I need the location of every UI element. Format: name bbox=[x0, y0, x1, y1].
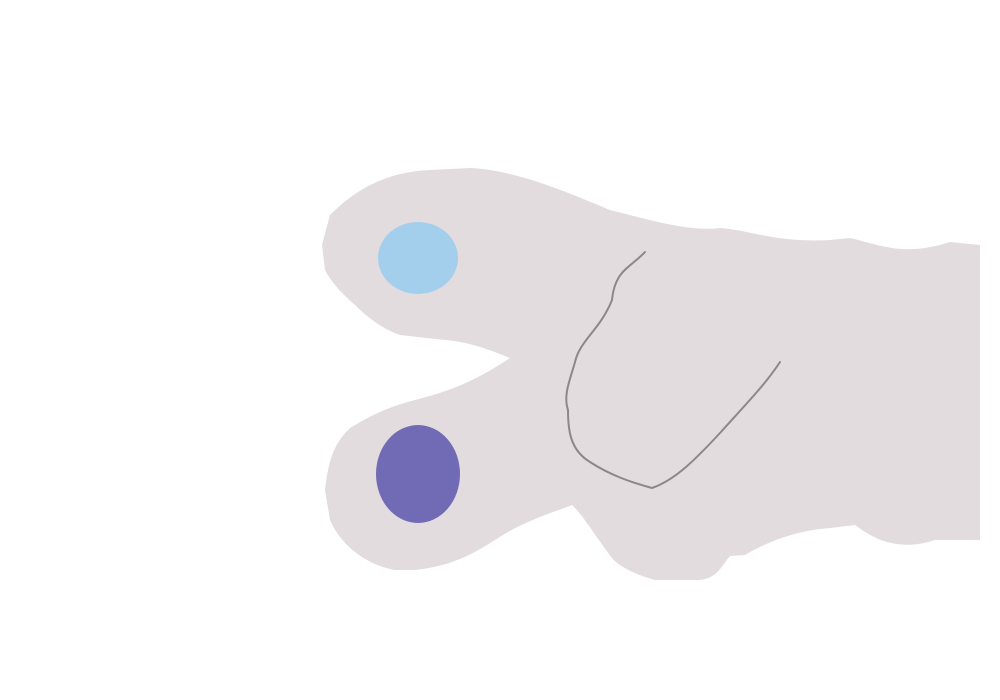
purple-ellipse bbox=[376, 425, 460, 523]
fold-line bbox=[565, 251, 781, 490]
gray-main-shape bbox=[322, 168, 980, 580]
light-blue-ellipse bbox=[378, 222, 458, 294]
